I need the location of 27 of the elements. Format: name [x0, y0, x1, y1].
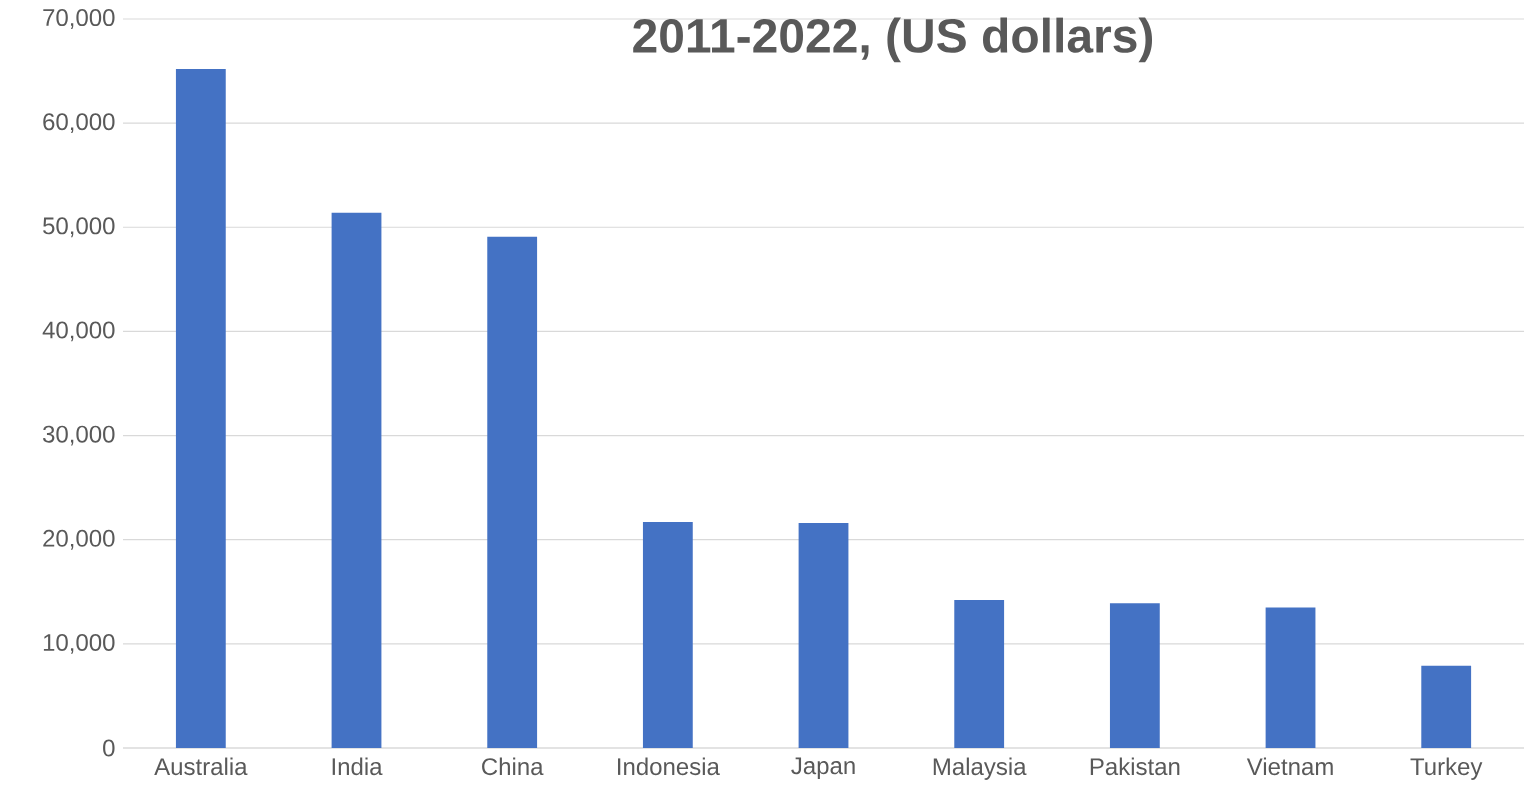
bar: [642, 522, 693, 748]
y-tick-label: 20,000: [43, 529, 115, 550]
y-tick-label: 60,000: [43, 113, 115, 134]
y-tick-label: 70,000: [43, 9, 115, 29]
bar: [1109, 603, 1160, 748]
bar: [798, 523, 849, 748]
bar: [331, 212, 382, 748]
bar: [1265, 607, 1316, 748]
x-tick-label: Vietnam: [1246, 757, 1333, 776]
x-tick-label: Turkey: [1410, 757, 1483, 780]
x-tick-label: China: [482, 757, 544, 776]
x-tick-label: Malaysia: [933, 757, 1027, 780]
bar: [1421, 665, 1472, 748]
y-tick-label: 50,000: [43, 217, 115, 238]
bar: [954, 600, 1005, 748]
y-tick-label: 30,000: [43, 425, 115, 446]
x-tick-label: Japan: [791, 757, 855, 780]
bar: [487, 236, 538, 748]
x-tick-label: Pakistan: [1090, 757, 1180, 776]
x-tick-label: India: [332, 757, 383, 776]
y-tick-label: 10,000: [43, 633, 115, 654]
bar: [175, 68, 226, 748]
x-tick-label: Australia: [154, 757, 248, 776]
x-tick-label: Indonesia: [618, 757, 720, 776]
y-tick-label: 40,000: [42, 321, 115, 342]
chart-title: 2011-2022, (US dollars): [633, 17, 1153, 63]
y-tick-label: 0: [103, 739, 115, 757]
